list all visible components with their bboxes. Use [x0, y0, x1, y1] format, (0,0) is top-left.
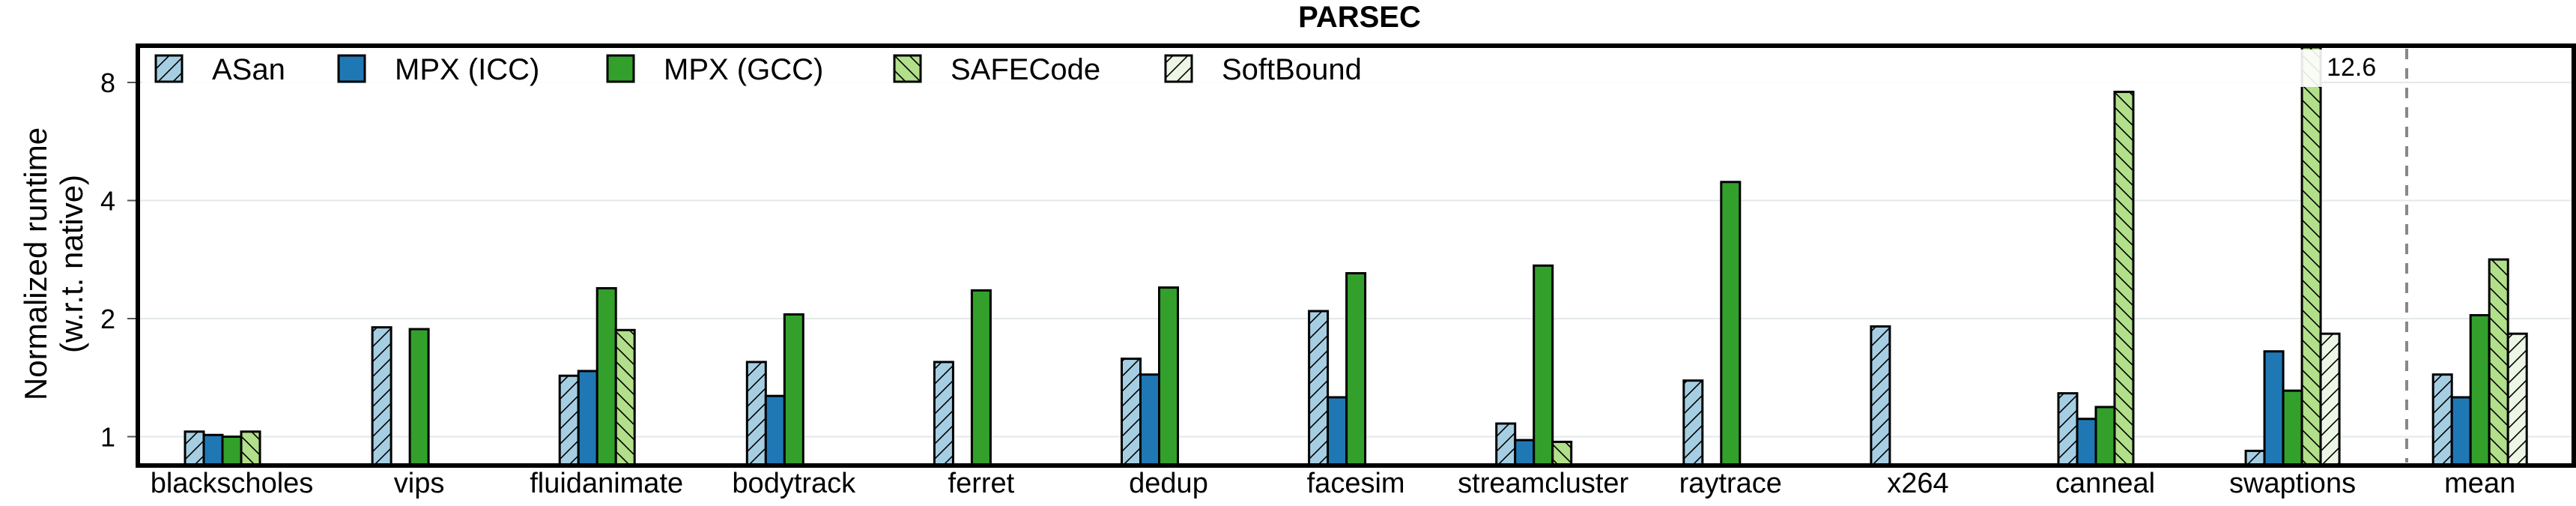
bar-mpx-gcc: [2282, 389, 2303, 467]
bar-group-dedup: [1121, 286, 1179, 467]
bar-asan: [1495, 422, 1517, 467]
bar-mpx-gcc: [1158, 286, 1179, 467]
legend-item-safecode: SAFECode: [893, 53, 1100, 86]
bar-group-blackscholes: [184, 430, 261, 467]
bar-asan: [1308, 310, 1330, 467]
bar-mpx-icc: [1139, 373, 1160, 467]
x-tick-label: bodytrack: [732, 468, 856, 499]
bar-mpx-gcc: [408, 328, 430, 467]
x-tick-label: ferret: [948, 468, 1015, 499]
bar-group-vips: [371, 326, 430, 467]
bar-softbound: [2319, 332, 2341, 467]
legend: ASan MPX (ICC) MPX (GCC) SAFECode SoftBound: [142, 49, 2322, 87]
legend-label: MPX (ICC): [395, 53, 539, 86]
x-tick-label: x264: [1887, 468, 1948, 499]
bars: [184, 46, 2528, 467]
bar-mpx-icc: [2076, 418, 2097, 467]
bar-asan: [558, 374, 580, 467]
bar-mpx-gcc: [1345, 272, 1367, 467]
legend-label: MPX (GCC): [664, 53, 823, 86]
bar-mpx-gcc: [595, 287, 617, 467]
x-tick-label: mean: [2444, 468, 2515, 499]
legend-swatch: [606, 54, 635, 83]
y-axis-label-line2: (w.r.t. native): [54, 175, 89, 353]
bar-mpx-gcc: [221, 436, 243, 467]
y-axis-ticks: 1 2 4 8: [100, 67, 138, 453]
bar-mpx-icc: [577, 370, 598, 467]
bar-safecode: [1551, 440, 1573, 467]
legend-item-asan: ASan: [154, 53, 285, 86]
bar-mpx-gcc: [783, 313, 804, 467]
chart-title: PARSEC: [1298, 1, 1421, 34]
bar-asan: [184, 430, 205, 467]
bar-mpx-gcc: [970, 289, 992, 467]
bar-mpx-gcc: [2094, 406, 2116, 467]
bar-mpx-icc: [1327, 396, 1348, 467]
bar-asan: [1870, 325, 1891, 467]
bar-mpx-icc: [2263, 350, 2285, 467]
x-tick-label: canneal: [2055, 468, 2155, 499]
bar-mpx-gcc: [2469, 314, 2491, 467]
annotations: 12.6: [2327, 53, 2376, 82]
bar-safecode: [240, 430, 261, 467]
bar-mpx-icc: [2450, 396, 2472, 467]
y-tick-label: 8: [100, 67, 115, 98]
y-tick-label: 2: [100, 304, 115, 334]
bar-asan: [933, 361, 954, 467]
bar-group-canneal: [2057, 91, 2135, 467]
bar-group-x264: [1870, 325, 1891, 467]
x-tick-label: fluidanimate: [530, 468, 683, 499]
legend-item-mpx-gcc: MPX (GCC): [606, 53, 823, 86]
legend-swatch: [154, 54, 184, 83]
legend-item-softbound: SoftBound: [1164, 53, 1362, 86]
x-axis-labels: blackscholes vips fluidanimate bodytrack fer…: [151, 468, 2516, 499]
y-axis-label: Normalized runtime (w.r.t. native): [18, 127, 89, 400]
legend-swatch: [337, 54, 366, 83]
bar-group-streamcluster: [1495, 264, 1573, 467]
legend-label: ASan: [212, 53, 285, 86]
x-tick-label: swaptions: [2229, 468, 2356, 499]
bar-asan: [2431, 373, 2453, 467]
bar-safecode: [2113, 91, 2135, 467]
bar-mpx-icc: [1514, 439, 1536, 467]
bar-softbound: [2506, 332, 2528, 467]
y-tick-label: 1: [100, 422, 115, 453]
x-tick-label: streamcluster: [1458, 468, 1628, 499]
x-tick-label: blackscholes: [151, 468, 314, 499]
legend-swatch: [1164, 54, 1193, 83]
bar-asan: [745, 361, 767, 467]
bar-group-fluidanimate: [558, 287, 636, 467]
y-tick-label: 4: [100, 186, 115, 217]
legend-swatch: [893, 54, 922, 83]
legend-item-mpx-icc: MPX (ICC): [337, 53, 539, 86]
bar-asan: [2057, 392, 2079, 467]
x-tick-label: raytrace: [1679, 468, 1782, 499]
bar-safecode: [2300, 46, 2322, 467]
bar-group-bodytrack: [745, 313, 804, 467]
bar-group-facesim: [1308, 272, 1367, 467]
y-axis-label-line1: Normalized runtime: [18, 127, 53, 400]
bar-asan: [371, 326, 393, 467]
bar-group-mean: [2431, 258, 2528, 467]
bar-group-raytrace: [1682, 181, 1742, 467]
x-tick-label: facesim: [1307, 468, 1405, 499]
legend-label: SAFECode: [951, 53, 1100, 86]
bar-safecode: [2488, 258, 2509, 467]
x-tick-label: dedup: [1129, 468, 1208, 499]
x-tick-label: vips: [394, 468, 445, 499]
bar-mpx-gcc: [1533, 264, 1554, 467]
bar-mpx-icc: [202, 433, 224, 467]
bar-group-swaptions: [2244, 46, 2341, 467]
bar-asan: [1121, 358, 1142, 467]
bar-group-ferret: [933, 289, 992, 467]
bar-asan: [1682, 379, 1704, 467]
bar-mpx-gcc: [1720, 181, 1742, 467]
plot-frame: [136, 43, 2576, 468]
bar-mpx-icc: [764, 394, 786, 467]
bar-safecode: [614, 328, 636, 467]
value-annotation: 12.6: [2327, 53, 2376, 82]
legend-label: SoftBound: [1222, 53, 1362, 86]
